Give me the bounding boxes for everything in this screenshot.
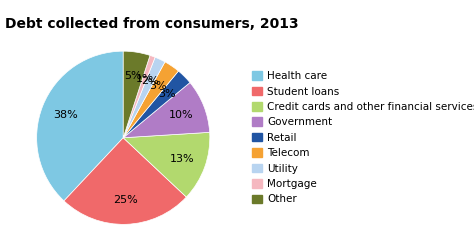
Wedge shape xyxy=(123,83,210,138)
Text: 1%: 1% xyxy=(136,74,153,84)
Text: Debt collected from consumers, 2013: Debt collected from consumers, 2013 xyxy=(5,17,298,31)
Wedge shape xyxy=(123,62,178,138)
Text: 2%: 2% xyxy=(141,76,159,86)
Wedge shape xyxy=(36,51,123,201)
Wedge shape xyxy=(123,55,155,138)
Text: 38%: 38% xyxy=(53,110,78,120)
Text: 25%: 25% xyxy=(113,195,137,205)
Legend: Health care, Student loans, Credit cards and other financial services, Governmen: Health care, Student loans, Credit cards… xyxy=(252,71,474,204)
Wedge shape xyxy=(123,51,150,138)
Wedge shape xyxy=(64,138,186,224)
Wedge shape xyxy=(123,71,190,138)
Text: 3%: 3% xyxy=(149,81,167,91)
Text: 3%: 3% xyxy=(158,89,176,99)
Wedge shape xyxy=(123,132,210,197)
Text: 13%: 13% xyxy=(170,154,194,164)
Text: 10%: 10% xyxy=(169,110,193,120)
Wedge shape xyxy=(123,57,165,138)
Text: 5%: 5% xyxy=(124,71,142,81)
